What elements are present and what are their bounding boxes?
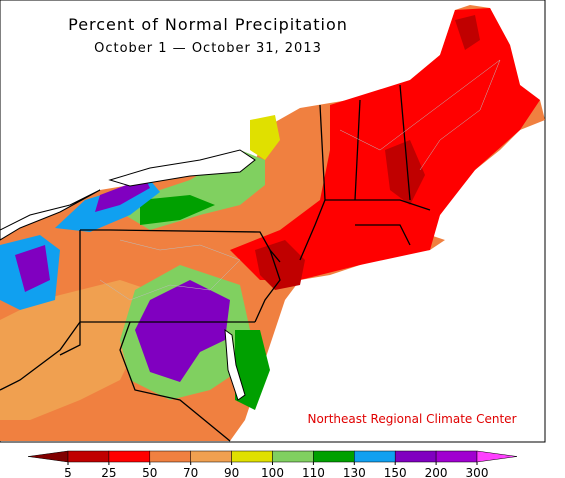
state-border	[399, 84, 411, 201]
region-dark-red-2	[385, 140, 425, 205]
state-border	[354, 99, 361, 201]
lake-ontario	[108, 149, 256, 187]
colorbar-segment	[313, 450, 355, 463]
colorbar: 5 25 50 70 90 100 110 130 150 200 300	[27, 450, 518, 478]
colorbar-tick-label: 200	[425, 466, 448, 478]
map-title: Percent of Normal Precipitation	[68, 15, 348, 34]
state-border	[299, 104, 326, 261]
colorbar-segment	[67, 450, 110, 463]
region-west-purple	[15, 245, 50, 292]
colorbar-segment	[190, 450, 232, 463]
region-big-purple	[135, 280, 230, 382]
region-dark-red-3	[455, 15, 480, 50]
county-lines	[339, 59, 501, 171]
colorbar-tick-label: 50	[142, 466, 157, 478]
state-border	[59, 322, 81, 356]
county-lines	[99, 239, 241, 301]
colorbar-tick-label: 100	[261, 466, 284, 478]
region-dark-red	[255, 240, 305, 290]
state-border	[355, 224, 411, 246]
lake-erie	[0, 189, 101, 241]
colorbar-tick-label: 90	[224, 466, 239, 478]
colorbar-over	[476, 450, 518, 463]
colorbar-segment	[149, 450, 191, 463]
region-purple	[95, 178, 150, 212]
region-yellow	[250, 115, 280, 160]
state-border	[80, 229, 281, 263]
colorbar-segment	[394, 450, 437, 463]
state-border	[325, 199, 431, 211]
colorbar-segment	[435, 450, 478, 463]
colorbar-under	[27, 450, 69, 463]
map-subtitle: October 1 — October 31, 2013	[94, 41, 322, 56]
colorbar-tick-label: 150	[384, 466, 407, 478]
map: Percent of Normal Precipitation October …	[0, 0, 546, 443]
colorbar-tick-label: 130	[343, 466, 366, 478]
state-border	[254, 249, 281, 323]
colorbar-segment	[231, 450, 273, 463]
chesapeake	[224, 328, 246, 401]
colorbar-tick-label: 300	[466, 466, 489, 478]
colorbar-tick-label: 25	[101, 466, 116, 478]
region-red	[230, 8, 540, 280]
colorbar-tick-label: 70	[183, 466, 198, 478]
colorbar-segment	[354, 450, 396, 463]
region-light-orange	[0, 280, 150, 420]
colorbar-tick-label: 110	[302, 466, 325, 478]
colorbar-segment	[108, 450, 151, 463]
state-border	[119, 321, 231, 442]
credit: Northeast Regional Climate Center	[307, 412, 516, 426]
colorbar-segment	[272, 450, 314, 463]
state-border	[0, 321, 81, 391]
region-dark-green	[140, 195, 215, 225]
colorbar-tick-label: 5	[64, 466, 72, 478]
